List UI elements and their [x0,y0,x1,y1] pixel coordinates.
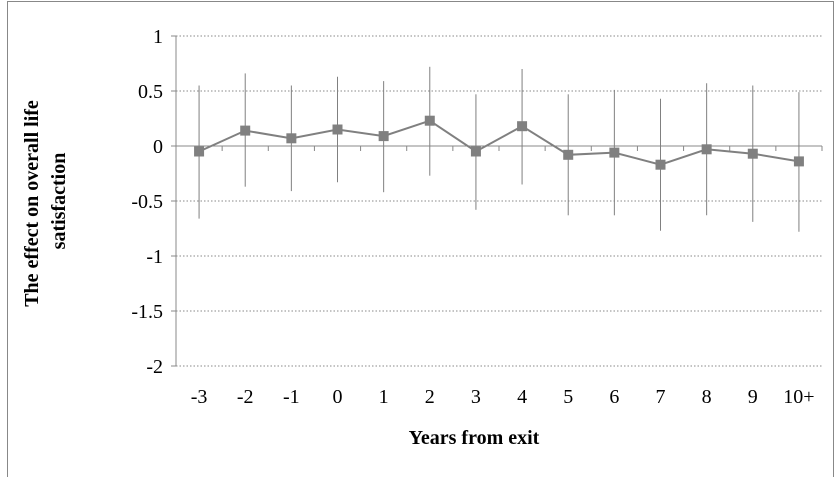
x-tick-labels: -3 -2 -1 0 1 2 3 4 5 6 7 8 9 10+ [191,386,815,408]
data-markers [194,115,804,170]
y-tick-label: -1.5 [131,301,163,323]
data-point-marker [655,159,666,170]
gridlines [176,35,822,367]
y-axis-title: The effect on overall life satisfaction [21,95,70,307]
x-tick-label: 1 [379,386,389,408]
chart-frame [7,1,834,480]
x-tick-label: 8 [702,386,712,408]
x-tick-label: -2 [237,386,254,408]
y-tick-label: 0 [153,136,163,158]
x-tick-label: 10+ [783,386,814,408]
y-tick-label: 0.5 [138,81,163,103]
x-tick-label: 2 [425,386,435,408]
y-tick-labels: 1 0.5 0 -0.5 -1 -1.5 -2 [131,26,163,378]
x-tick-label: 0 [333,386,343,408]
series-line [198,119,800,166]
y-tick-label: 1 [153,26,163,48]
data-point-marker [793,156,804,167]
x-axis-title: Years from exit [409,427,540,449]
data-point-marker [240,125,251,136]
x-tick-label: -3 [191,386,208,408]
x-tick-label: -1 [283,386,300,408]
data-point-marker [286,133,297,144]
axes [171,35,823,367]
data-point-marker [747,148,758,159]
data-point-marker [517,121,528,132]
data-point-marker [194,146,205,157]
y-axis-title-line-1: The effect on overall life [21,100,43,307]
data-point-marker [378,131,389,142]
x-tick-label: 6 [609,386,619,408]
y-tick-label: -2 [146,356,163,378]
y-tick-label: -0.5 [131,191,163,213]
x-tick-label: 7 [656,386,666,408]
x-tick-label: 9 [748,386,758,408]
x-tick-label: 4 [517,386,527,408]
series-line-path [198,119,800,166]
data-point-marker [609,147,620,158]
data-point-marker [701,144,712,155]
data-point-marker [470,146,481,157]
data-point-marker [563,149,574,160]
data-point-marker [424,115,435,126]
data-point-marker [332,124,343,135]
y-tick-label: -1 [146,246,163,268]
x-tick-label: 3 [471,386,481,408]
x-tick-label: 5 [563,386,573,408]
y-axis-title-line-2: satisfaction [48,153,70,250]
